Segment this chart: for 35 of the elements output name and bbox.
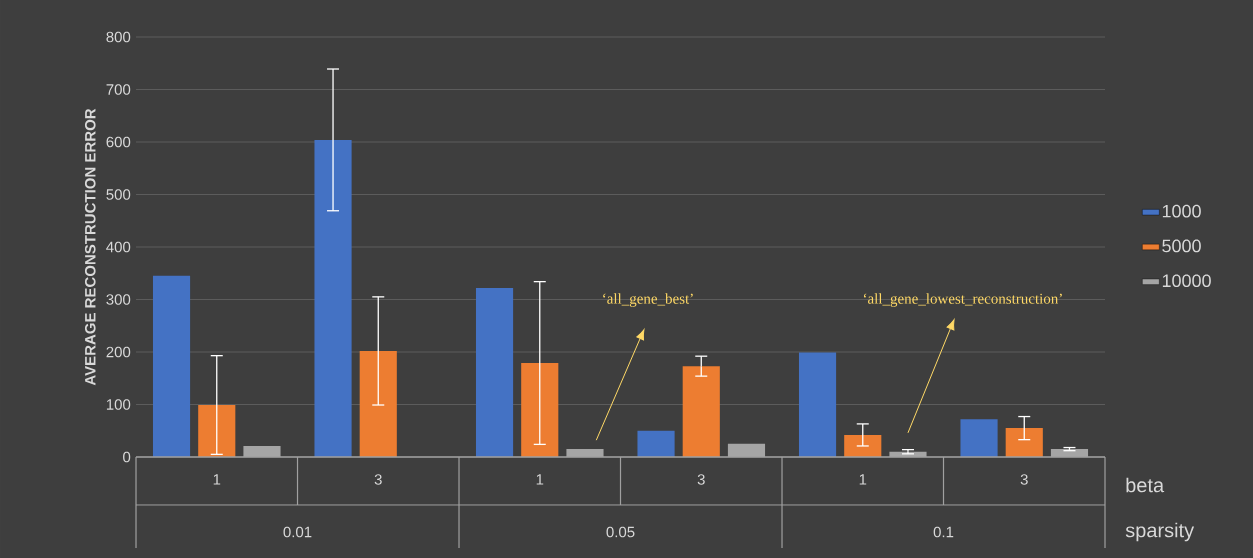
y-tick-label: 200 bbox=[106, 346, 131, 358]
x-tick-label: 3 bbox=[374, 474, 382, 485]
x-tick-label: 3 bbox=[697, 474, 705, 485]
legend-label: 5000 bbox=[1162, 239, 1201, 253]
y-tick-label: 100 bbox=[106, 399, 131, 410]
annotation: ‘all_gene_lowest_reconstruction’ bbox=[863, 293, 1062, 307]
legend-label: 10000 bbox=[1162, 274, 1211, 288]
y-tick-label: 0 bbox=[123, 451, 131, 463]
annotation: ‘all_gene_best’ bbox=[603, 293, 693, 307]
y-tick-label: 700 bbox=[106, 84, 131, 95]
y-tick-label: 500 bbox=[106, 189, 131, 200]
x-tick-label: 1 bbox=[213, 474, 221, 485]
text: 0.01 bbox=[283, 526, 312, 538]
y-axis-title: AVERAGE RECONSTRUCTION ERROR bbox=[84, 108, 96, 386]
text: 0.1 bbox=[933, 526, 954, 538]
y-tick-label: 600 bbox=[106, 136, 131, 148]
y-tick-label: 300 bbox=[106, 294, 131, 305]
bar bbox=[1005, 428, 1043, 457]
bar bbox=[637, 430, 675, 457]
text: sparsity bbox=[1125, 522, 1195, 542]
y-tick-label: 400 bbox=[106, 241, 131, 253]
bar bbox=[152, 275, 191, 457]
x-tick-label: 1 bbox=[859, 474, 867, 485]
text: beta bbox=[1126, 477, 1165, 493]
bar bbox=[314, 139, 352, 457]
bar bbox=[682, 366, 720, 457]
x-tick-label: 1 bbox=[536, 474, 544, 485]
text: 0.05 bbox=[606, 526, 635, 538]
x-tick-label: 3 bbox=[1020, 474, 1028, 485]
legend-label: 1000 bbox=[1162, 204, 1201, 218]
y-tick-label: 800 bbox=[106, 31, 131, 43]
bar bbox=[960, 419, 998, 457]
bar bbox=[798, 352, 837, 457]
bar bbox=[844, 434, 882, 457]
bar bbox=[475, 287, 514, 457]
